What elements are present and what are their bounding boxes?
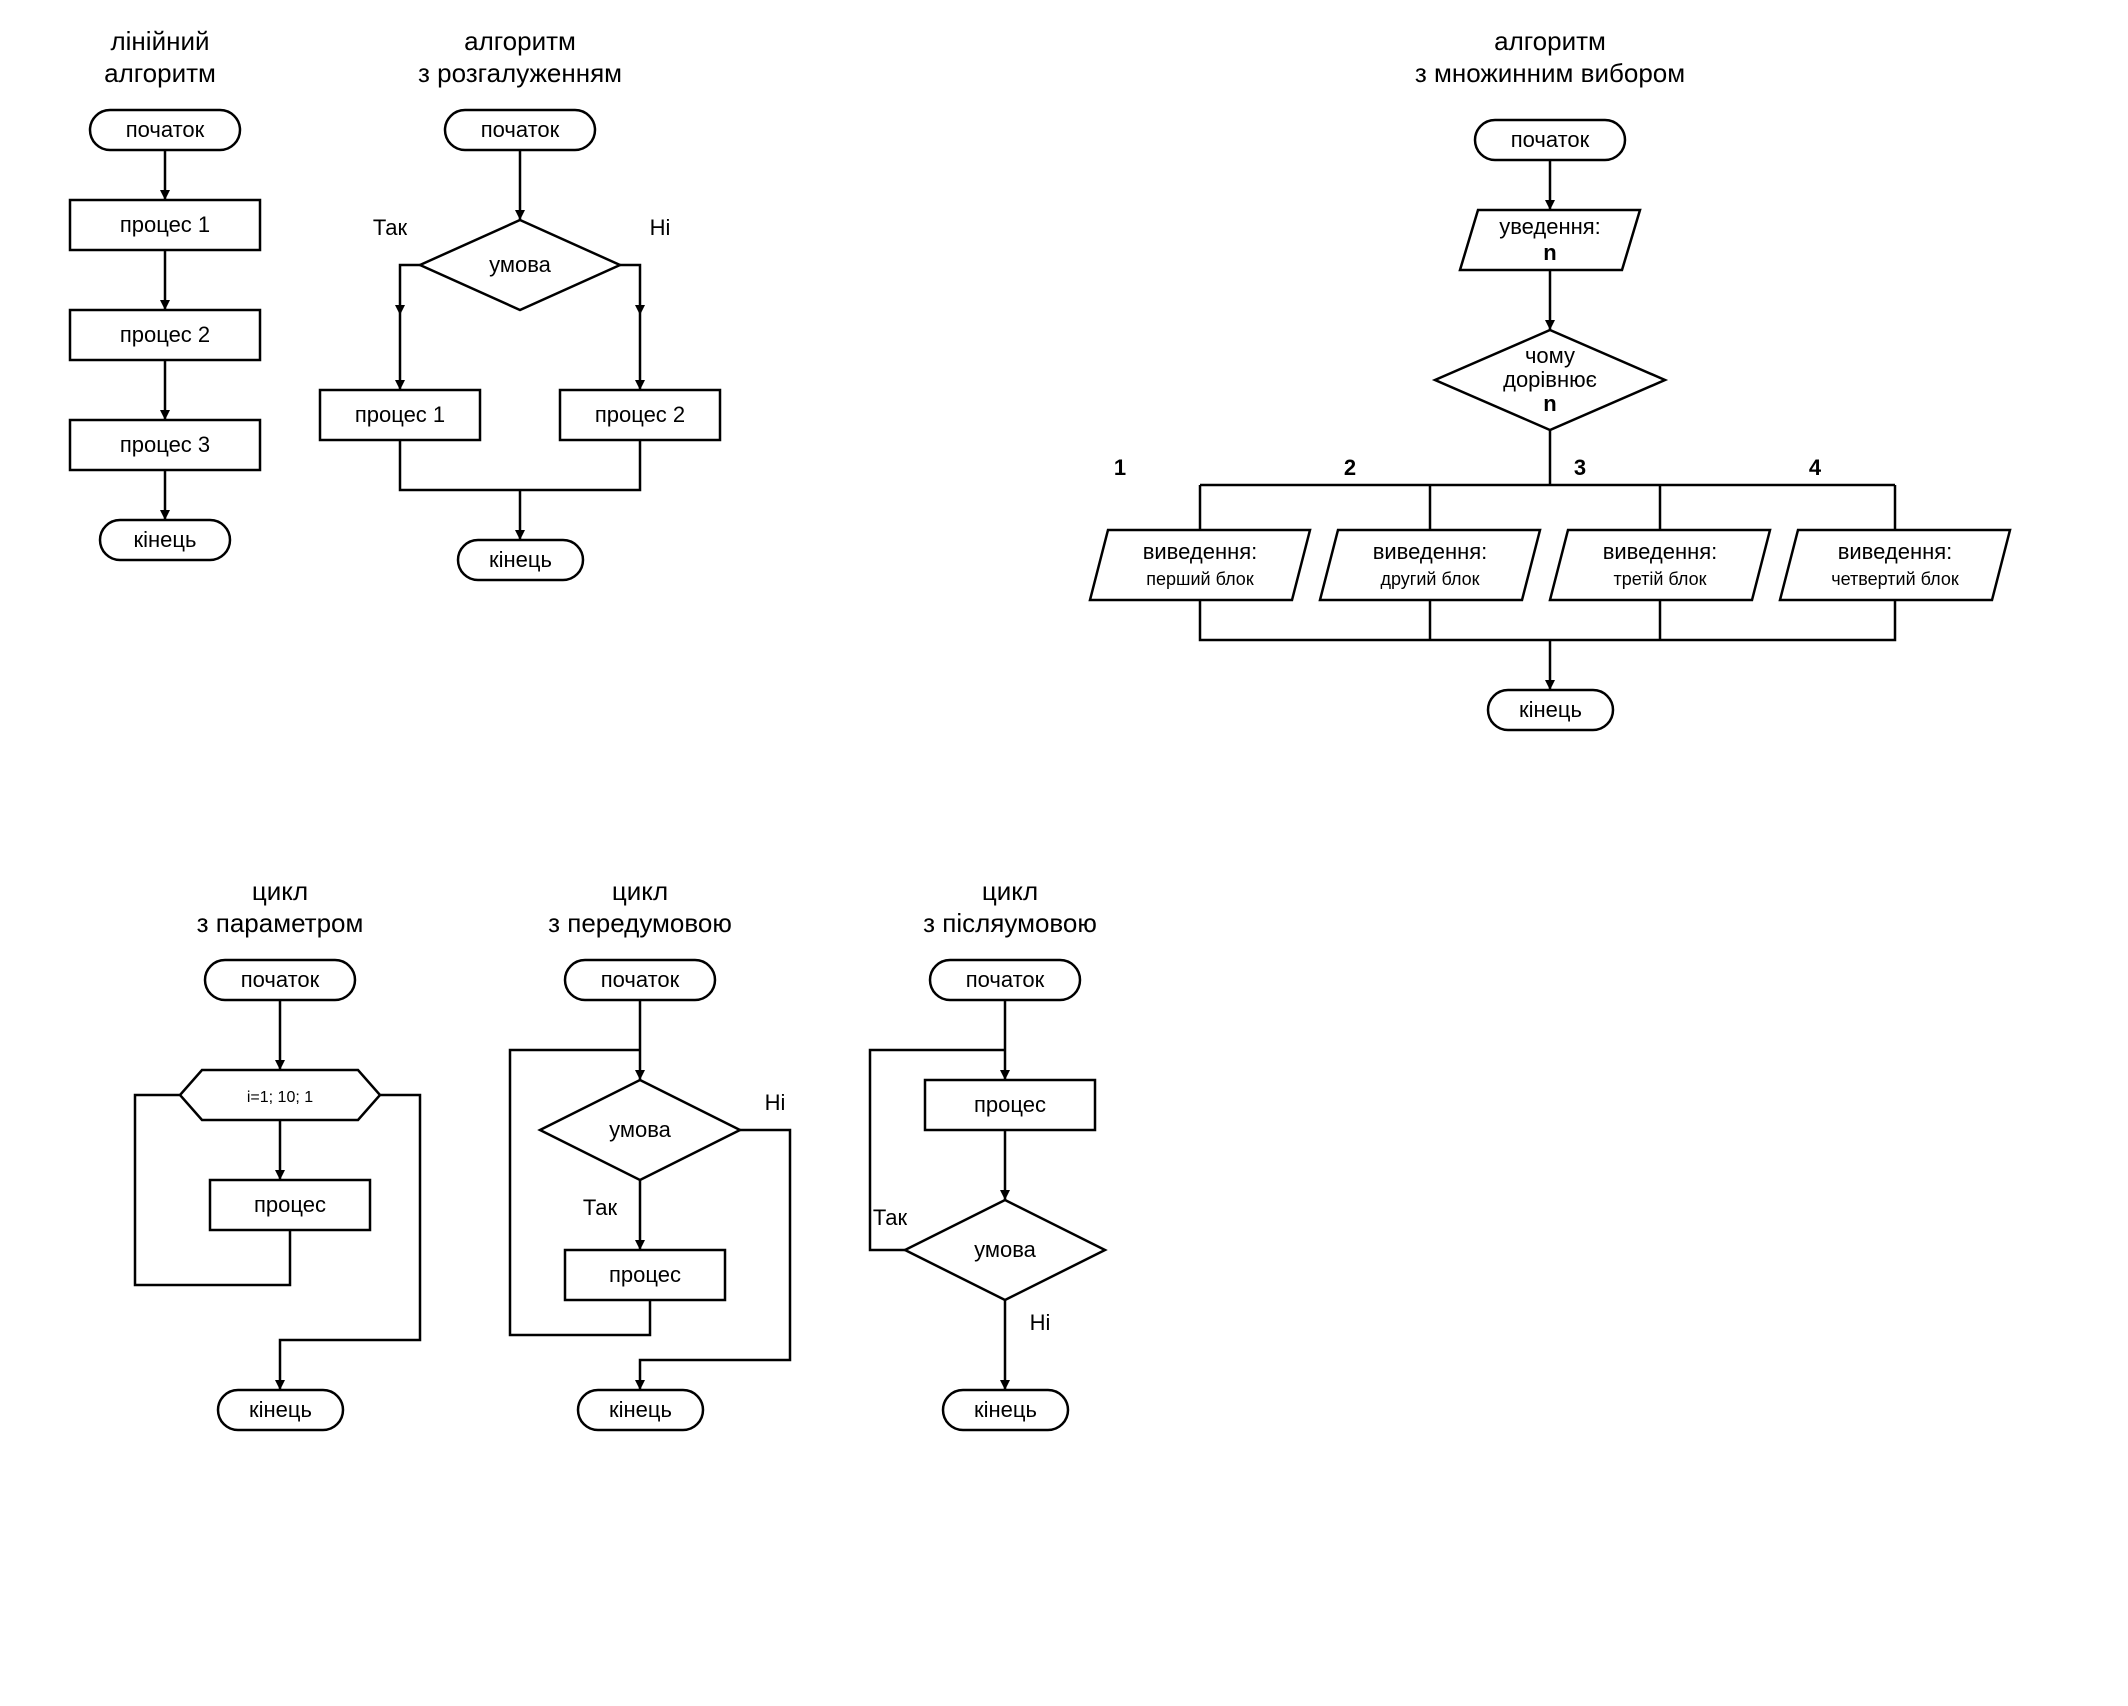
edge-label: 4 (1809, 455, 1822, 480)
node-label: початок (481, 117, 560, 142)
title: з передумовою (548, 908, 732, 938)
node-label: процес 1 (355, 402, 445, 427)
node-label: третій блок (1613, 569, 1706, 589)
diagram-for: циклз параметром початок i=1; 10; 1 процес к… (135, 876, 420, 1430)
title: алгоритм (1494, 26, 1606, 56)
node-label: уведення: (1499, 214, 1601, 239)
node-label: початок (966, 967, 1045, 992)
edge-label: Ні (650, 215, 671, 240)
node-label: процес 1 (120, 212, 210, 237)
edge-label: Ні (1030, 1310, 1051, 1335)
node-label: початок (1511, 127, 1590, 152)
edge (1200, 600, 1895, 640)
flowchart-canvas: лінійнийалгоритмпочатокпроцес 1процес 2п… (20, 20, 2128, 1686)
node-label: кінець (1519, 697, 1582, 722)
node-label: кінець (489, 547, 552, 572)
title: з множинним вибором (1415, 58, 1685, 88)
edge-label: 2 (1344, 455, 1356, 480)
edge (280, 1095, 420, 1390)
node-label: кінець (249, 1397, 312, 1422)
title: лінійний (110, 26, 209, 56)
title: з параметром (197, 908, 364, 938)
node-label: i=1; 10; 1 (247, 1089, 313, 1106)
node-label: кінець (134, 527, 197, 552)
node-label: умова (489, 252, 552, 277)
node-label: чому (1525, 343, 1575, 368)
node-label: виведення: (1143, 539, 1258, 564)
edge-label: Ні (765, 1090, 786, 1115)
edge-label: Так (873, 1205, 908, 1230)
edge-label: 3 (1574, 455, 1586, 480)
node-label: кінець (974, 1397, 1037, 1422)
diagram-switch: алгоритмз множинним вибором початок уведен… (1090, 26, 2010, 730)
node-label: початок (126, 117, 205, 142)
diagram-while: циклз передумовою початок умова процес кінец… (510, 876, 790, 1430)
node-label: виведення: (1373, 539, 1488, 564)
node-label: процес (254, 1192, 326, 1217)
title: цикл (612, 876, 668, 906)
edge-label: 1 (1114, 455, 1126, 480)
node-label: другий блок (1380, 569, 1479, 589)
node-label: n (1543, 391, 1556, 416)
node-label: виведення: (1603, 539, 1718, 564)
edge-label: Так (583, 1195, 618, 1220)
node-label: умова (609, 1117, 672, 1142)
node-label: процес (609, 1262, 681, 1287)
node-label: виведення: (1838, 539, 1953, 564)
edge-label: Так (373, 215, 408, 240)
node-label: процес 2 (595, 402, 685, 427)
title: алгоритм (464, 26, 576, 56)
node-label: кінець (609, 1397, 672, 1422)
edge (620, 265, 640, 315)
node-label: n (1543, 240, 1556, 265)
node-label: процес (974, 1092, 1046, 1117)
title: цикл (252, 876, 308, 906)
node-label: дорівнює (1503, 367, 1597, 392)
diagram-dowhile: циклз післяумовою початок процес умова кінец… (870, 876, 1105, 1430)
node-label: процес 3 (120, 432, 210, 457)
diagram-branch: алгоритмз розгалуженням початок умова проце… (320, 26, 720, 580)
node-label: процес 2 (120, 322, 210, 347)
node-label: перший блок (1146, 569, 1254, 589)
title: з розгалуженням (418, 58, 622, 88)
title: алгоритм (104, 58, 216, 88)
node-label: початок (601, 967, 680, 992)
title: з післяумовою (923, 908, 1097, 938)
edge (400, 265, 420, 315)
diagram-linear: лінійнийалгоритм початок процес 1 процес 2 п… (70, 26, 260, 560)
node-label: четвертий блок (1831, 569, 1959, 589)
edge (400, 440, 640, 490)
node-label: умова (974, 1237, 1037, 1262)
node-label: початок (241, 967, 320, 992)
title: цикл (982, 876, 1038, 906)
